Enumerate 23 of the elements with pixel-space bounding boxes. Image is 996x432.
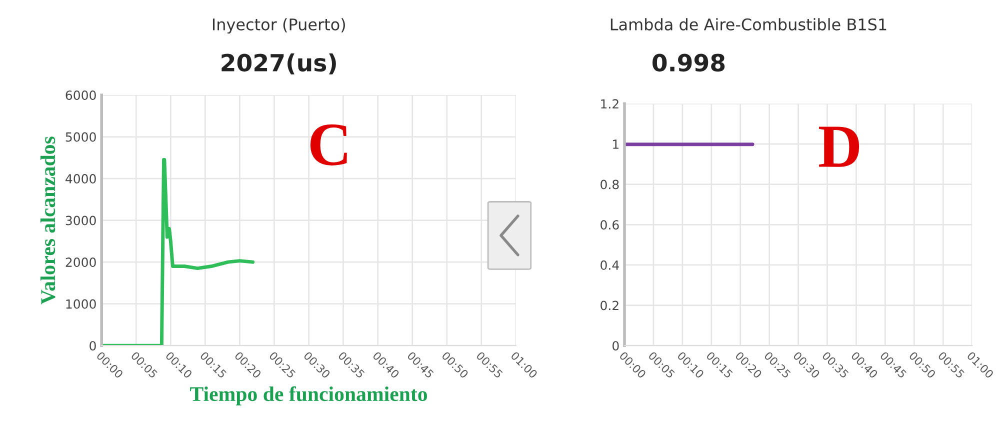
chart-subtitle: 2027(us) xyxy=(222,53,336,74)
y-tick-label: 3000 xyxy=(66,216,96,226)
y-tick-label: 1000 xyxy=(66,299,96,309)
chart-subtitle: 0.998 xyxy=(652,54,725,72)
y-tick-label: 0.2 xyxy=(600,300,618,310)
y-tick-label: 0.6 xyxy=(600,220,619,230)
y-tick-label: 0 xyxy=(612,341,619,351)
y-tick-label: 6000 xyxy=(66,90,96,100)
y-tick-label: 0.8 xyxy=(600,180,619,190)
y-tick-label: 1 xyxy=(613,140,618,149)
y-tick-label: 1.2 xyxy=(601,99,618,108)
y-tick-label: 2000 xyxy=(66,258,96,268)
y-tick-label: 4000 xyxy=(66,174,96,184)
chart-title: Inyector (Puerto) xyxy=(212,18,345,34)
y-axis-title: Valores alcanzados xyxy=(40,136,56,304)
annotation: C xyxy=(310,124,347,166)
y-tick-label: 5000 xyxy=(66,132,96,142)
x-axis-title: Tiempo de funcionamiento xyxy=(190,386,428,406)
chart-title: Lambda de Aire-Combustible B1S1 xyxy=(610,18,886,30)
y-tick-label: 0.4 xyxy=(600,260,619,270)
annotation: D xyxy=(819,126,860,167)
line-series xyxy=(102,158,255,346)
y-tick-label: 0 xyxy=(90,341,96,351)
